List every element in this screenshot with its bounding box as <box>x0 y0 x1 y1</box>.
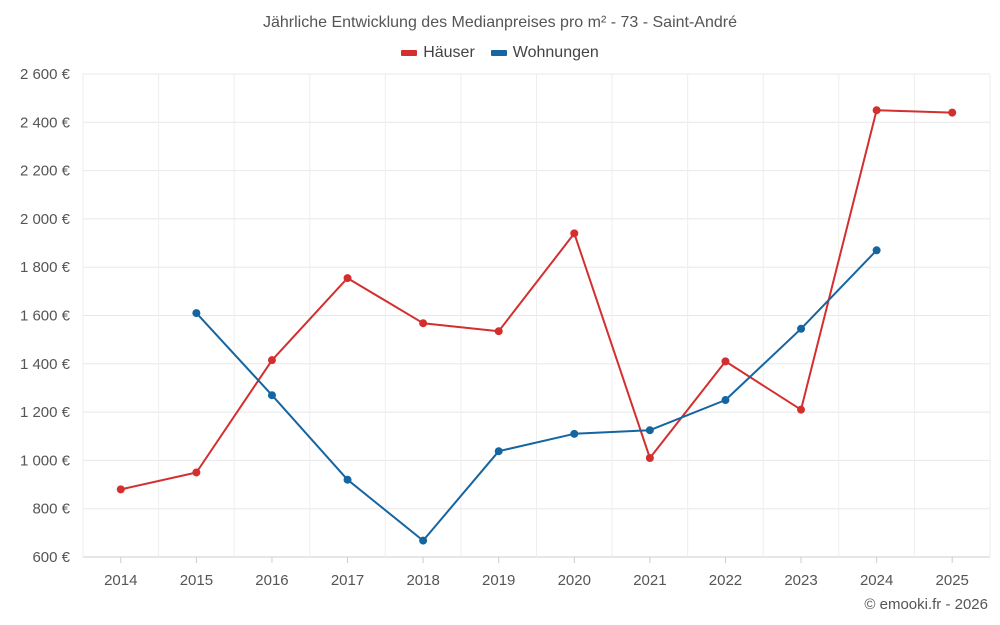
series-line-apartments <box>195 249 878 542</box>
x-tick-label: 2024 <box>860 572 893 589</box>
y-tick-label: 1 400 € <box>20 356 71 373</box>
y-tick-label: 1 000 € <box>20 452 71 469</box>
y-tick-label: 1 600 € <box>20 308 71 325</box>
data-point-houses <box>494 327 503 336</box>
x-tick-label: 2020 <box>558 572 591 589</box>
x-tick-label: 2017 <box>331 572 364 589</box>
legend-label-apartments: Wohnungen <box>512 44 599 61</box>
x-tick-label: 2015 <box>180 572 213 589</box>
data-point-apartments <box>797 324 806 333</box>
data-point-apartments <box>343 475 352 484</box>
x-tick-label: 2018 <box>406 572 439 589</box>
legend-label-houses: Häuser <box>423 44 475 61</box>
data-point-houses <box>192 468 201 477</box>
legend-swatch-houses <box>401 50 418 56</box>
chart-title: Jährliche Entwicklung des Medianpreises … <box>263 14 737 31</box>
data-point-apartments <box>872 246 881 255</box>
data-point-houses <box>948 108 957 117</box>
copyright-notice: © emooki.fr - 2026 <box>864 596 988 613</box>
series-line-houses <box>120 109 953 491</box>
y-tick-label: 2 000 € <box>20 211 71 228</box>
y-tick-label: 800 € <box>32 501 70 518</box>
data-point-apartments <box>570 429 579 438</box>
legend-item-houses[interactable]: Häuser <box>401 44 475 62</box>
data-point-houses <box>116 485 125 494</box>
data-point-houses <box>343 274 352 283</box>
x-tick-label: 2022 <box>709 572 742 589</box>
data-point-apartments <box>721 396 730 405</box>
y-tick-label: 2 400 € <box>20 114 71 131</box>
legend-swatch-apartments <box>490 50 507 56</box>
data-point-houses <box>872 106 881 115</box>
data-point-apartments <box>419 536 428 545</box>
data-point-houses <box>267 356 276 365</box>
x-tick-label: 2014 <box>104 572 137 589</box>
y-tick-label: 2 200 € <box>20 163 71 180</box>
data-point-houses <box>645 453 654 462</box>
data-point-apartments <box>494 447 503 456</box>
y-tick-label: 600 € <box>32 549 70 566</box>
data-point-apartments <box>645 426 654 435</box>
data-point-apartments <box>267 391 276 400</box>
x-tick-label: 2023 <box>784 572 817 589</box>
data-point-houses <box>570 229 579 238</box>
x-tick-label: 2025 <box>936 572 969 589</box>
data-point-houses <box>797 405 806 414</box>
x-tick-label: 2021 <box>633 572 666 589</box>
y-tick-label: 1 800 € <box>20 259 71 276</box>
x-tick-label: 2016 <box>255 572 288 589</box>
data-point-houses <box>419 319 428 328</box>
legend-item-apartments[interactable]: Wohnungen <box>490 44 599 62</box>
data-point-apartments <box>192 309 201 318</box>
y-tick-label: 1 200 € <box>20 404 71 421</box>
data-point-houses <box>721 357 730 366</box>
y-tick-label: 2 600 € <box>20 66 71 83</box>
chart-legend: Häuser Wohnungen <box>0 44 1000 62</box>
x-tick-label: 2019 <box>482 572 515 589</box>
